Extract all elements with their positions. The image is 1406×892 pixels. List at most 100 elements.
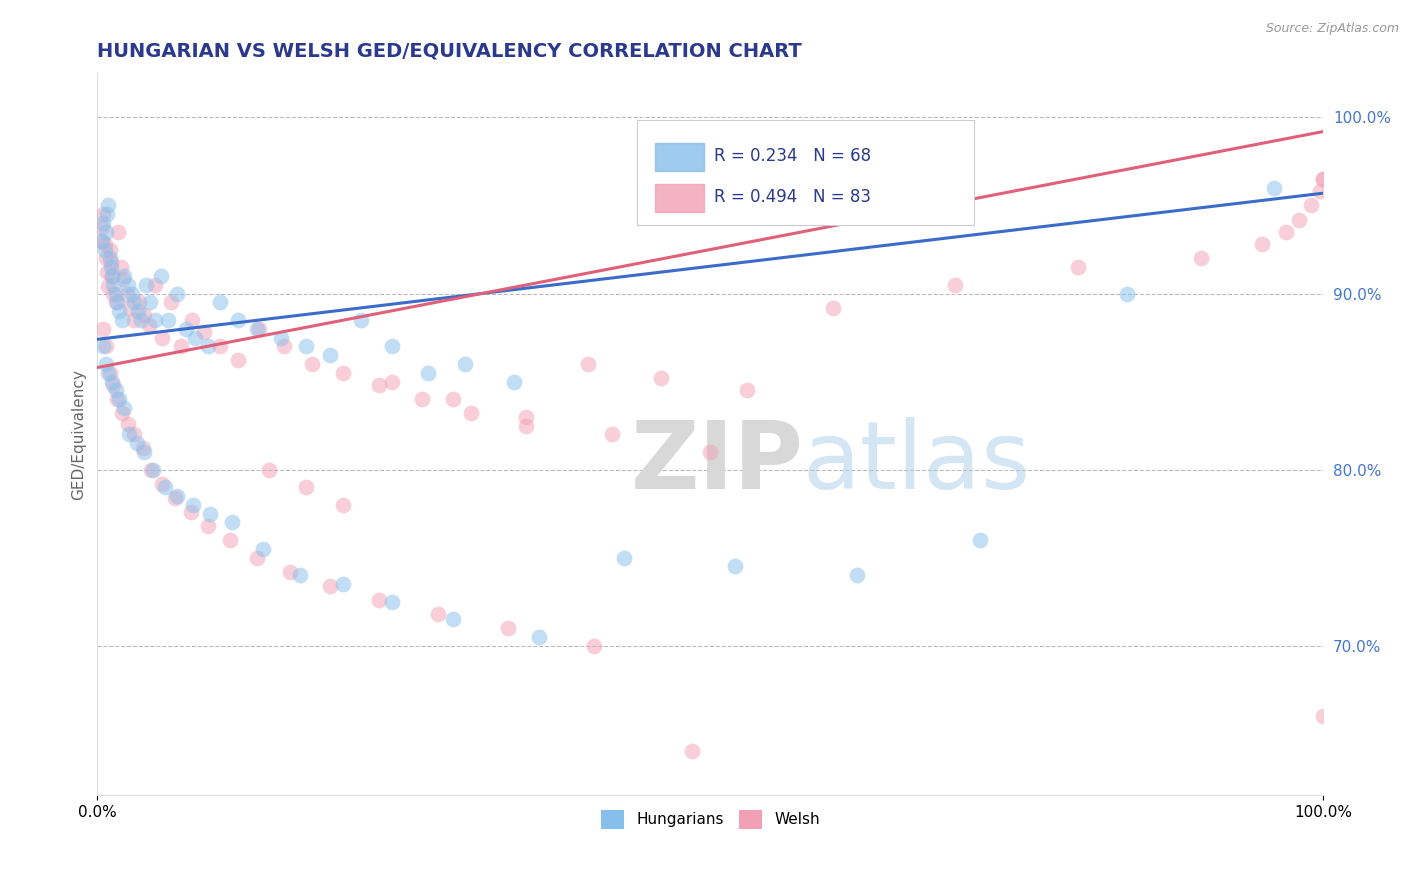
Point [125, 436, 148, 450]
Point [1067, 260, 1090, 274]
Point [139, 295, 162, 310]
Point [135, 277, 157, 292]
Point [93, 216, 115, 230]
Point [208, 339, 231, 353]
Point [143, 277, 166, 292]
Bar [655, 184, 704, 211]
Point [117, 417, 139, 431]
Point [319, 348, 342, 362]
Bar [655, 143, 704, 170]
Point [153, 480, 176, 494]
Point [103, 378, 125, 392]
Point [699, 445, 721, 459]
Point [91, 219, 114, 234]
Point [180, 505, 202, 519]
Point [94, 357, 117, 371]
Point [846, 568, 869, 582]
Point [1312, 172, 1334, 186]
Point [945, 277, 967, 292]
Point [100, 260, 122, 274]
Point [101, 268, 124, 283]
Point [93, 322, 115, 336]
Point [418, 366, 440, 380]
Point [97, 279, 120, 293]
Point [97, 366, 120, 380]
Point [150, 268, 173, 283]
Point [107, 225, 129, 239]
Point [105, 392, 128, 407]
Point [93, 237, 115, 252]
Point [93, 207, 115, 221]
FancyBboxPatch shape [637, 120, 974, 225]
Point [600, 427, 623, 442]
Point [166, 489, 188, 503]
Point [104, 286, 127, 301]
Point [301, 357, 323, 371]
Point [160, 295, 183, 310]
Point [368, 593, 391, 607]
Point [381, 375, 404, 389]
Point [141, 462, 163, 476]
Point [170, 339, 193, 353]
Point [515, 409, 537, 424]
Point [94, 252, 117, 266]
Point [1312, 709, 1334, 723]
Point [96, 265, 118, 279]
Point [332, 366, 354, 380]
Point [270, 330, 292, 344]
Point [208, 295, 231, 310]
Point [111, 313, 134, 327]
Point [288, 568, 311, 582]
Point [1288, 212, 1310, 227]
Point [91, 234, 114, 248]
Point [132, 308, 155, 322]
Point [969, 533, 991, 547]
Point [441, 392, 464, 407]
Point [163, 491, 186, 505]
Text: atlas: atlas [803, 417, 1031, 509]
Point [332, 577, 354, 591]
Point [174, 322, 197, 336]
Point [218, 533, 240, 547]
Point [411, 392, 433, 407]
Text: R = 0.494   N = 83: R = 0.494 N = 83 [714, 188, 870, 206]
Point [197, 519, 219, 533]
Point [246, 550, 269, 565]
Point [252, 541, 274, 556]
Point [112, 272, 135, 286]
Point [101, 268, 124, 283]
Point [221, 516, 243, 530]
Point [120, 301, 142, 315]
Point [454, 357, 477, 371]
Point [118, 427, 141, 442]
Point [427, 607, 450, 621]
Point [193, 326, 215, 340]
Point [90, 234, 112, 248]
Point [93, 243, 115, 257]
Point [104, 384, 127, 398]
Point [122, 313, 145, 327]
Point [112, 268, 135, 283]
Point [332, 498, 354, 512]
Point [582, 639, 605, 653]
Point [257, 462, 280, 476]
Point [97, 198, 120, 212]
Point [101, 375, 124, 389]
Point [228, 313, 250, 327]
Point [724, 559, 747, 574]
Point [104, 295, 127, 310]
Point [94, 225, 117, 239]
Point [1251, 237, 1274, 252]
Point [96, 207, 118, 221]
Point [166, 286, 188, 301]
Point [1116, 286, 1139, 301]
Text: Source: ZipAtlas.com: Source: ZipAtlas.com [1265, 22, 1399, 36]
Point [100, 255, 122, 269]
Point [157, 313, 180, 327]
Point [381, 339, 404, 353]
Point [98, 366, 121, 380]
Point [1189, 252, 1212, 266]
Point [103, 277, 125, 292]
Point [132, 442, 155, 456]
Point [98, 252, 121, 266]
